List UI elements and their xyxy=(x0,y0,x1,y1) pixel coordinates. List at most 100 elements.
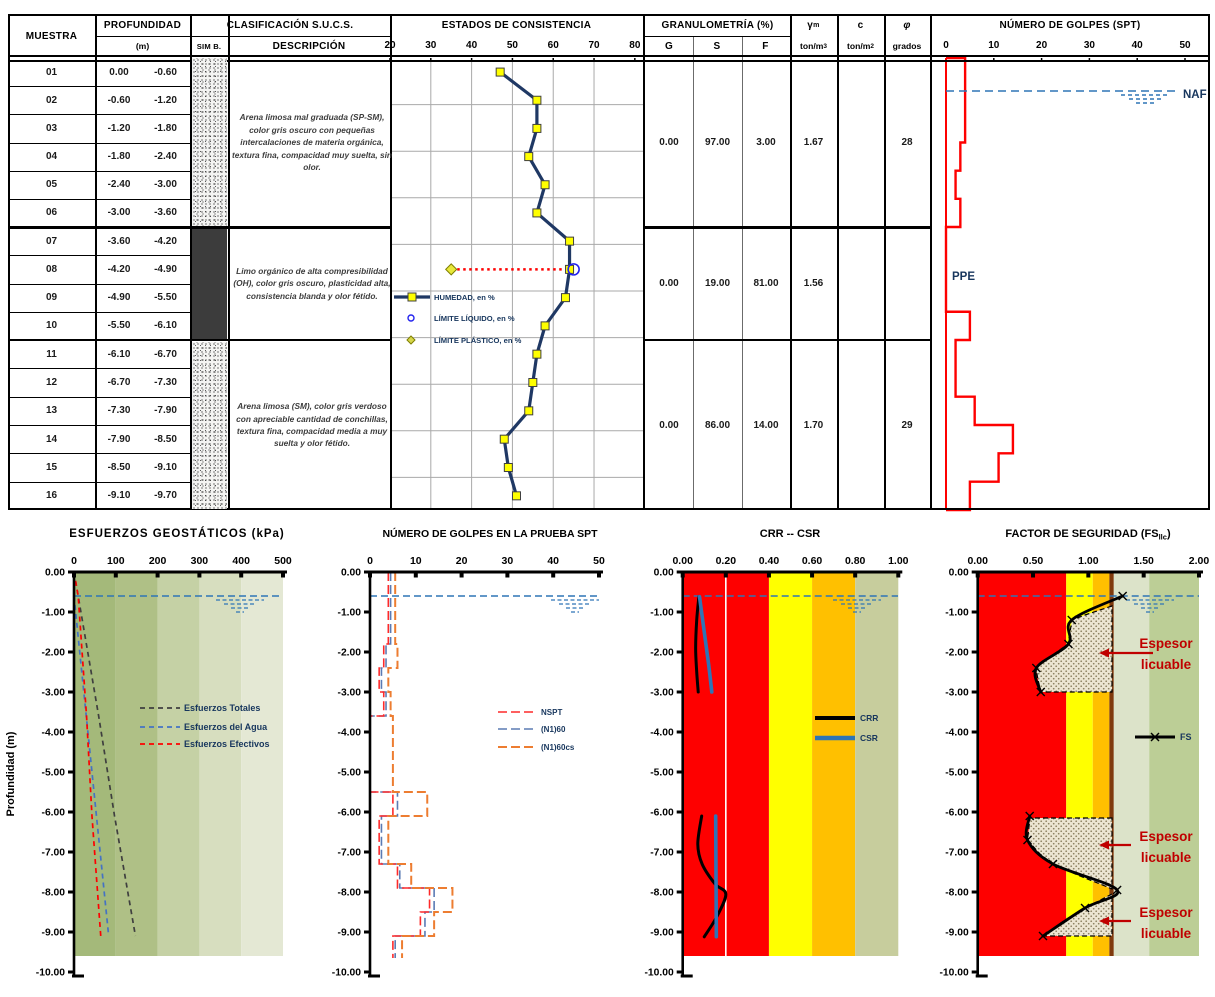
gamma-unit: ton/m xyxy=(799,41,824,51)
table-hline xyxy=(8,14,1210,16)
sample-depth-to: -7.30 xyxy=(154,376,177,388)
header-f: F xyxy=(762,40,769,52)
table-vline xyxy=(190,14,192,510)
layer-f-value: 14.00 xyxy=(753,419,779,431)
gamma-sub: m xyxy=(813,22,820,29)
table-vline xyxy=(95,14,97,510)
sample-row-line xyxy=(8,396,190,398)
legend-humedad: HUMEDAD, en % xyxy=(434,293,495,302)
sample-depth-to: -4.20 xyxy=(154,235,177,247)
soil-symbol-sand xyxy=(191,58,227,226)
spt-axis-tick: 50 xyxy=(1179,40,1191,51)
depth-tick-label: -5.00 xyxy=(42,768,66,779)
sample-id: 11 xyxy=(46,348,57,360)
sample-id: 07 xyxy=(45,235,58,247)
gamma-unit-sup: 3 xyxy=(823,42,827,50)
sample-row-line xyxy=(8,198,190,200)
sample-depth-from: -1.80 xyxy=(107,151,131,163)
x-tick-label: 2.00 xyxy=(1189,555,1210,567)
consistencia-axis-tick: 40 xyxy=(466,40,478,51)
depth-tick-label: -2.00 xyxy=(42,648,66,659)
legend-(N1)60cs: (N1)60cs xyxy=(541,743,575,752)
sample-depth-to: -1.20 xyxy=(154,94,177,106)
spt-axis-tick: 40 xyxy=(1131,40,1143,51)
x-tick-label: 0.00 xyxy=(672,555,693,567)
legend-CRR: CRR xyxy=(860,713,878,723)
header-golpes-spt: NÚMERO DE GOLPES (SPT) xyxy=(999,20,1141,31)
sample-depth-from: -6.10 xyxy=(107,348,131,360)
x-tick-label: 200 xyxy=(149,555,167,567)
table-vline xyxy=(837,14,839,510)
consistencia-axis-tick: 70 xyxy=(588,40,600,51)
sample-id: 12 xyxy=(45,376,58,388)
layer-gamma-value: 1.67 xyxy=(803,137,824,148)
header-gamma-unit: ton/m 3 xyxy=(791,36,836,56)
depth-tick-label: -7.00 xyxy=(650,848,674,859)
sample-id: 04 xyxy=(45,151,58,163)
sample-depth-to: -1.80 xyxy=(154,122,177,134)
sample-depth-to: -3.60 xyxy=(154,207,177,219)
depth-tick-label: 0.00 xyxy=(45,568,65,579)
c-unit-sup: 2 xyxy=(870,42,874,50)
depth-tick-label: -1.00 xyxy=(945,608,969,619)
table-vline xyxy=(930,14,932,510)
chart-title: CRR -- CSR xyxy=(760,528,821,540)
depth-tick-label: -6.00 xyxy=(338,808,362,819)
table-hline xyxy=(8,338,390,341)
sample-row-line xyxy=(8,425,190,426)
sample-id: 06 xyxy=(45,207,58,219)
header-phi: φ xyxy=(903,20,911,31)
sample-id: 13 xyxy=(45,405,58,417)
depth-tick-label: -9.00 xyxy=(42,928,66,939)
sample-depth-to: -0.60 xyxy=(154,66,177,78)
espesor-licuable-label: Espesor xyxy=(1139,905,1193,920)
depth-tick-label: -2.00 xyxy=(650,648,674,659)
depth-tick-label: 0.00 xyxy=(341,568,361,579)
table-vline xyxy=(228,14,230,510)
espesor-licuable-label: Espesor xyxy=(1139,636,1193,651)
table-vline xyxy=(1208,14,1210,510)
table-vline xyxy=(8,14,10,510)
depth-tick-label: 0.00 xyxy=(654,568,674,579)
depth-tick-label: -1.00 xyxy=(650,608,674,619)
chart-title: NÚMERO DE GOLPES EN LA PRUEBA SPT xyxy=(382,527,598,540)
layer-s-value: 86.00 xyxy=(704,419,731,431)
header-separator xyxy=(8,55,1210,62)
table-vline-gray xyxy=(693,36,694,510)
header-clasificacion: CLASIFICACIÓN S.U.C.S. xyxy=(226,20,354,31)
sample-id: 01 xyxy=(45,66,58,78)
depth-tick-label: -4.00 xyxy=(945,728,969,739)
depth-tick-label: -5.00 xyxy=(338,768,362,779)
sample-depth-from: -6.70 xyxy=(107,376,131,388)
espesor-licuable-label: licuable xyxy=(1141,926,1192,941)
consistencia-axis-tick: 80 xyxy=(629,40,641,51)
layer-f-value: 81.00 xyxy=(753,278,779,289)
espesor-licuable-label: Espesor xyxy=(1139,829,1193,844)
header-phi-unit: grados xyxy=(892,41,922,51)
sample-depth-from: -1.20 xyxy=(107,122,131,134)
sample-depth-to: -8.50 xyxy=(154,433,177,445)
table-hline xyxy=(8,508,1210,510)
legend-0: Esfuerzos Totales xyxy=(184,703,260,713)
spt-axis-tick: 0 xyxy=(943,40,949,51)
table-hline xyxy=(643,338,930,341)
gamma-symbol: γ xyxy=(807,20,814,31)
sample-depth-to: -4.90 xyxy=(154,263,177,275)
consistencia-axis-tick: 50 xyxy=(506,40,518,51)
depth-tick-label: -10.00 xyxy=(644,968,673,979)
chart-title: ESFUERZOS GEOSTÁTICOS (kPa) xyxy=(69,527,285,540)
x-tick-label: 1.00 xyxy=(888,555,909,567)
depth-tick-label: -8.00 xyxy=(338,888,362,899)
sample-id: 08 xyxy=(45,263,58,275)
sample-depth-from: -9.10 xyxy=(107,490,131,502)
sample-row-line xyxy=(8,142,190,144)
header-muestra: MUESTRA xyxy=(25,30,78,42)
depth-tick-label: -9.00 xyxy=(650,928,674,939)
sample-depth-from: -8.50 xyxy=(107,461,131,473)
layer-description: Arena limosa (SM), color gris verdoso co… xyxy=(236,401,388,449)
table-hline xyxy=(645,36,790,38)
depth-tick-label: -8.00 xyxy=(42,888,66,899)
layer-description: Limo orgánico de alta compresibilidad (O… xyxy=(233,265,391,301)
